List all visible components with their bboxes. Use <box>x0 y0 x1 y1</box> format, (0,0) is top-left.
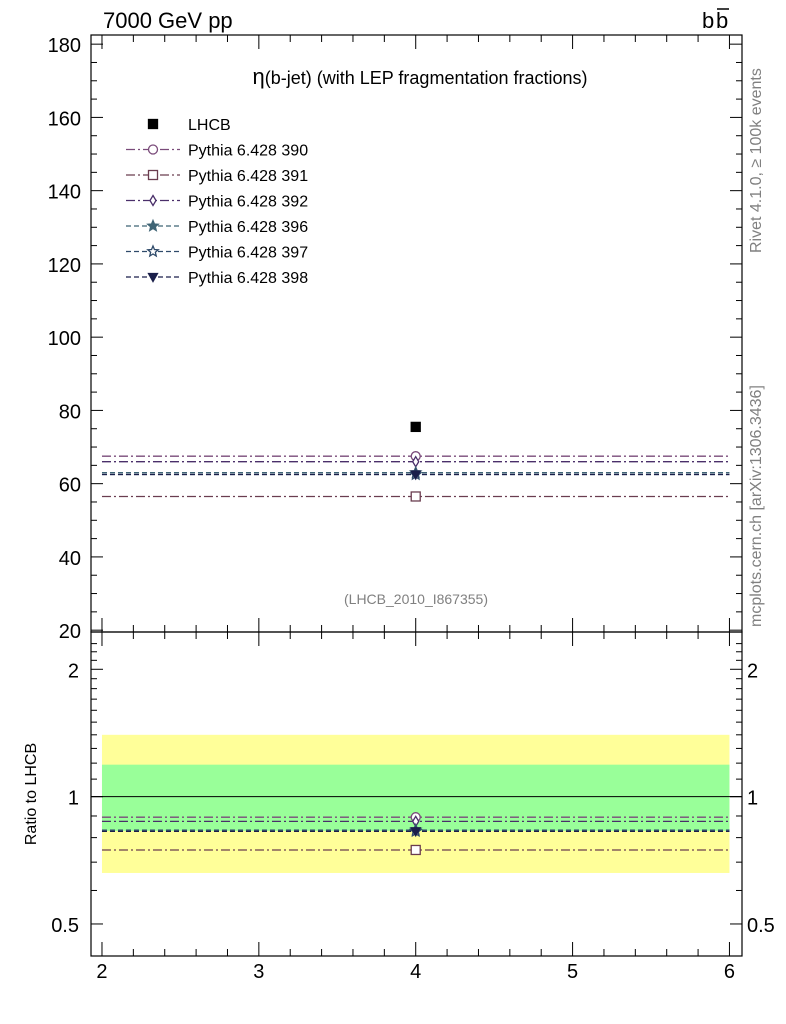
ratio-ticks <box>91 632 742 956</box>
analysis-label: (LHCB_2010_I867355) <box>344 591 488 607</box>
series-6 <box>101 470 730 481</box>
legend-marker <box>147 272 159 283</box>
main-title: η(b-jet) (with LEP fragmentation fractio… <box>252 64 587 89</box>
legend-item: Pythia 6.428 390 <box>126 143 308 160</box>
series-marker <box>410 491 421 502</box>
ratio-tick-labels: 0.5 0.5 1 1 2 2 2 3 4 5 6 <box>51 660 775 983</box>
ratio-y-axis-label: Ratio to LHCB <box>23 743 40 845</box>
legend-marker <box>146 244 160 258</box>
title-symbol: η <box>252 64 264 89</box>
legend-label: Pythia 6.428 392 <box>188 194 308 211</box>
legend-item: Pythia 6.428 396 <box>126 218 308 236</box>
legend-marker <box>146 218 160 232</box>
x-tick-label: 5 <box>567 961 578 983</box>
y-tick-label: 180 <box>48 35 81 57</box>
series-marker <box>410 470 422 481</box>
legend-label: Pythia 6.428 398 <box>188 270 308 287</box>
main-plot-area <box>101 421 730 502</box>
legend-marker <box>147 169 159 181</box>
legend-label: Pythia 6.428 390 <box>188 143 308 160</box>
ratio-frame <box>90 631 743 957</box>
ratio-y-tick-label-right: 2 <box>747 660 758 682</box>
ratio-y-tick-label: 1 <box>68 788 79 810</box>
side-label-bottom: mcplots.cern.ch [arXiv:1306.3436] <box>748 385 765 627</box>
x-tick-label: 3 <box>253 961 264 983</box>
series-3 <box>101 455 730 468</box>
ratio-marker <box>410 827 422 838</box>
header-right: b b <box>702 8 729 33</box>
data-point-lhcb <box>410 421 421 433</box>
y-tick-label: 40 <box>59 548 81 570</box>
y-tick-label: 120 <box>48 255 81 277</box>
legend-marker <box>147 118 159 130</box>
legend-item: Pythia 6.428 397 <box>126 244 308 262</box>
legend-label: Pythia 6.428 391 <box>188 168 308 185</box>
main-y-tick-labels: 20 40 60 80 100 120 140 160 180 <box>48 35 81 643</box>
y-tick-label: 160 <box>48 108 81 130</box>
x-tick-label: 4 <box>410 961 421 983</box>
x-tick-label: 2 <box>96 961 107 983</box>
legend-label: LHCB <box>188 117 231 134</box>
header-right-base: b <box>702 8 714 33</box>
side-label-top: Rivet 4.1.0, ≥ 100k events <box>748 68 765 253</box>
legend-item: LHCB <box>147 117 231 134</box>
ratio-plot-area <box>91 734 742 873</box>
legend: LHCB Pythia 6.428 390 Pythia 6.428 391 Pyth… <box>126 117 308 287</box>
ratio-y-tick-label-right: 1 <box>747 788 758 810</box>
y-tick-label: 60 <box>59 475 81 497</box>
y-tick-label: 100 <box>48 328 81 350</box>
header-left: 7000 GeV pp <box>103 8 233 33</box>
ratio-y-tick-label: 0.5 <box>51 915 79 937</box>
ratio-y-tick-label-right: 0.5 <box>747 915 775 937</box>
main-panel: 20 40 60 80 100 120 140 160 180 η(b-jet) (with L… <box>48 34 743 643</box>
ratio-y-tick-label: 2 <box>68 660 79 682</box>
legend-marker <box>147 144 159 155</box>
title-text: (b-jet) (with LEP fragmentation fraction… <box>265 68 588 88</box>
legend-label: Pythia 6.428 397 <box>188 245 308 262</box>
ratio-series-2 <box>101 844 730 856</box>
legend-item: Pythia 6.428 398 <box>126 270 308 287</box>
series-2 <box>101 491 730 502</box>
legend-item: Pythia 6.428 392 <box>126 194 308 211</box>
main-ticks <box>91 35 742 632</box>
legend-label: Pythia 6.428 396 <box>188 219 308 236</box>
y-tick-label: 20 <box>59 621 81 643</box>
y-tick-label: 80 <box>59 401 81 423</box>
ratio-marker <box>410 844 421 856</box>
y-tick-label: 140 <box>48 182 81 204</box>
ratio-panel: 0.5 0.5 1 1 2 2 2 3 4 5 6 Ratio to LHCB <box>23 631 775 983</box>
x-tick-label: 6 <box>724 961 735 983</box>
ratio-series-6 <box>101 827 730 838</box>
header-right-bar: b <box>716 8 728 33</box>
legend-item: Pythia 6.428 391 <box>126 168 308 185</box>
legend-marker <box>149 194 157 207</box>
